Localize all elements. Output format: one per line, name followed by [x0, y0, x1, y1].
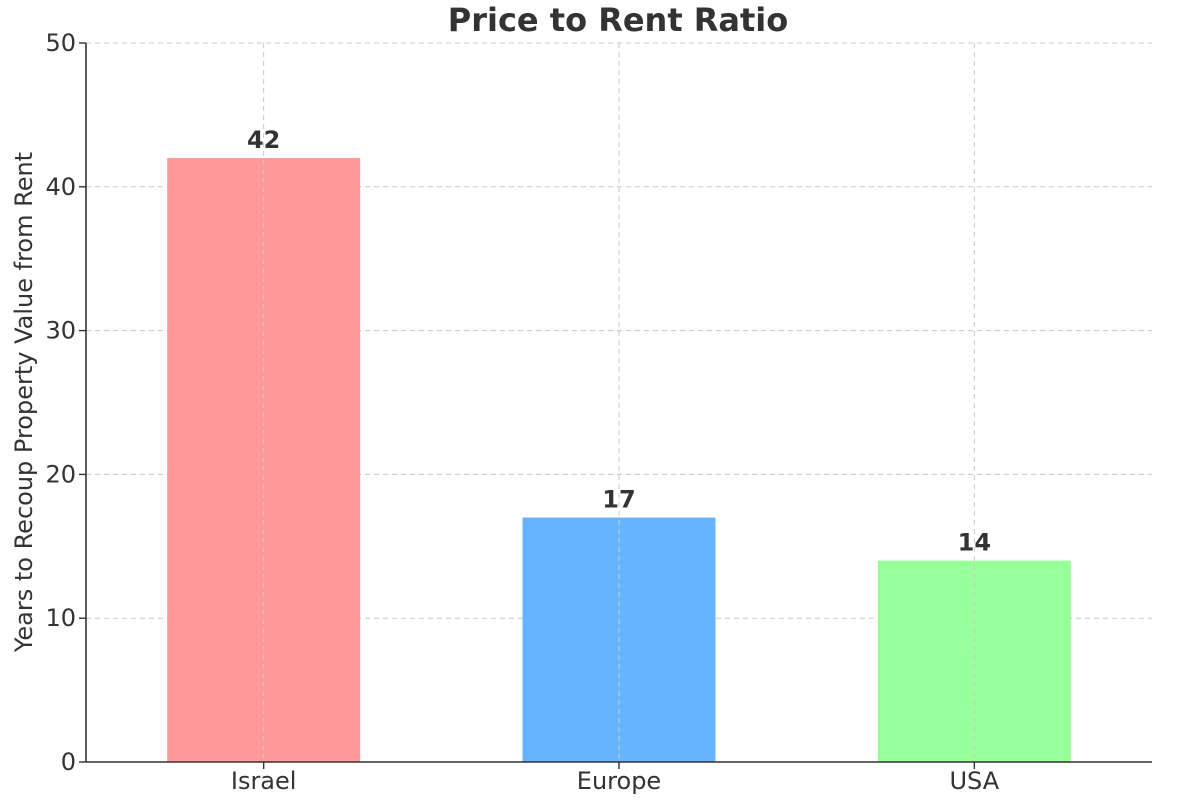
x-tick-label-israel: Israel: [231, 767, 297, 795]
x-tick-label-usa: USA: [949, 767, 999, 795]
y-tick-label-0: 0: [61, 748, 76, 776]
x-tick-label-europe: Europe: [577, 767, 661, 795]
data-label-israel: 42: [247, 126, 280, 154]
y-tick-label-20: 20: [45, 460, 76, 488]
y-tick-label-50: 50: [45, 29, 76, 57]
y-tick-label-10: 10: [45, 604, 76, 632]
chart-title: Price to Rent Ratio: [448, 1, 788, 39]
axes: [79, 42, 1152, 769]
y-axis-label: Years to Recoup Property Value from Rent: [10, 152, 38, 653]
data-label-europe: 17: [602, 486, 635, 514]
y-tick-label-30: 30: [45, 317, 76, 345]
y-tick-label-40: 40: [45, 173, 76, 201]
